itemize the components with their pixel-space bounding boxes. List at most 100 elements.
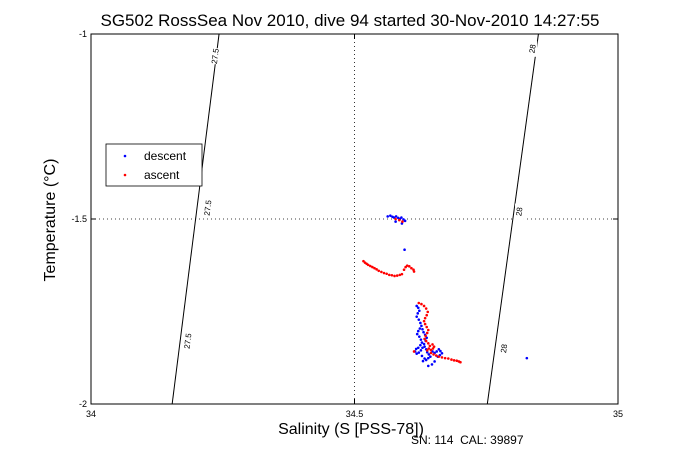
ascent-point: [408, 265, 411, 268]
descent-point: [439, 349, 442, 353]
descent-point: [416, 312, 420, 315]
x-tick-label: 34: [86, 409, 96, 419]
descent-point: [423, 345, 426, 348]
legend-label-descent: descent: [144, 149, 187, 163]
legend-marker-descent: [123, 154, 127, 158]
ascent-point: [423, 322, 427, 326]
ascent-point: [371, 265, 374, 269]
ascent-point: [450, 358, 453, 361]
ascent-point: [401, 220, 404, 223]
descent-point: [437, 347, 441, 351]
y-axis-title: Temperature (°C): [42, 159, 59, 282]
descent-point: [418, 327, 422, 330]
ascent-point: [443, 356, 447, 360]
descent-point: [416, 346, 420, 350]
ascent-point: [447, 357, 450, 360]
descent-point: [417, 351, 421, 354]
descent-point: [419, 338, 423, 341]
ascent-point: [402, 268, 406, 271]
y-tick-label: -2: [79, 399, 87, 409]
isopycnal-label: 27.5: [210, 47, 221, 64]
descent-point: [421, 359, 425, 363]
descent-point: [429, 355, 432, 358]
descent-point: [420, 324, 423, 328]
ascent-point: [380, 270, 383, 274]
ascent-point: [432, 345, 436, 348]
descent-point: [415, 332, 419, 336]
ascent-point: [398, 218, 401, 222]
descent-point: [418, 309, 421, 313]
ascent-point: [422, 304, 426, 308]
ascent-point: [385, 272, 388, 276]
ascent-point: [428, 344, 432, 348]
isopycnal-label-bg: [499, 340, 509, 357]
descent-point: [422, 342, 426, 346]
descent-point: [389, 214, 392, 217]
descent-point: [414, 347, 418, 351]
ascent-point: [427, 347, 431, 350]
x-tick-label: 35: [613, 409, 623, 419]
ascent-point: [377, 269, 381, 273]
descent-point: [415, 315, 418, 318]
x-tick-label: 34.5: [346, 409, 364, 419]
descent-point: [421, 346, 424, 350]
legend: descent ascent: [105, 143, 203, 187]
ascent-point: [424, 339, 428, 343]
ascent-point: [366, 263, 370, 267]
ascent-point: [424, 334, 427, 338]
isopycnal-label: 27.5: [183, 332, 194, 349]
ascent-point: [422, 319, 426, 323]
ascent-point: [426, 342, 430, 345]
ascent-point: [440, 356, 444, 359]
ascent-point: [382, 271, 386, 275]
ascent-point: [394, 217, 397, 221]
descent-point: [416, 329, 420, 333]
ascent-point: [393, 274, 396, 278]
descent-point: [423, 357, 426, 360]
ascent-point: [417, 301, 421, 305]
ascent-point: [434, 354, 438, 357]
grid-lines: [91, 34, 618, 404]
ascent-point: [373, 266, 376, 270]
ascent-point: [452, 359, 456, 362]
legend-label-ascent: ascent: [144, 168, 180, 182]
descent-point: [394, 215, 398, 218]
descent-point: [426, 356, 430, 360]
y-tick-label: -1: [79, 29, 87, 39]
ascent-point: [426, 310, 430, 314]
descent-point: [425, 350, 429, 354]
legend-box: [105, 143, 203, 187]
descent-point: [403, 248, 406, 252]
isopycnal-28: [486, 33, 539, 405]
ascent-point: [387, 273, 391, 277]
ascent-point: [425, 331, 429, 335]
descent-point: [426, 364, 430, 368]
descent-point: [419, 349, 423, 352]
descent-point: [417, 318, 421, 321]
chart-title: SG502 RossSea Nov 2010, dive 94 started …: [101, 11, 600, 30]
isopycnal-label: 28: [499, 343, 509, 354]
ascent-point: [412, 270, 416, 273]
isopycnal-label-bg: [514, 203, 524, 220]
descent-point: [415, 352, 418, 355]
legend-marker-ascent: [123, 173, 127, 177]
ascent-point: [432, 353, 435, 356]
ascent-point: [455, 359, 459, 363]
descent-point: [415, 304, 418, 308]
descent-point: [394, 220, 397, 223]
descent-point: [435, 350, 439, 353]
ascent-point: [429, 351, 433, 355]
descent-point: [430, 363, 434, 366]
ascent-point: [426, 328, 430, 332]
x-axis-title: Salinity (S [PSS-78]): [278, 421, 424, 438]
ascent-point: [390, 273, 394, 277]
ascent-point: [459, 360, 462, 364]
descent-point: [525, 356, 529, 360]
axis-ticks: 34 34.5 35 -1 -1.5 -2: [71, 29, 623, 419]
descent-point: [416, 306, 420, 310]
descent-point: [427, 353, 431, 356]
descent-point: [420, 354, 424, 358]
isopycnal-label-bg: [528, 40, 538, 57]
descent-point: [400, 216, 403, 219]
